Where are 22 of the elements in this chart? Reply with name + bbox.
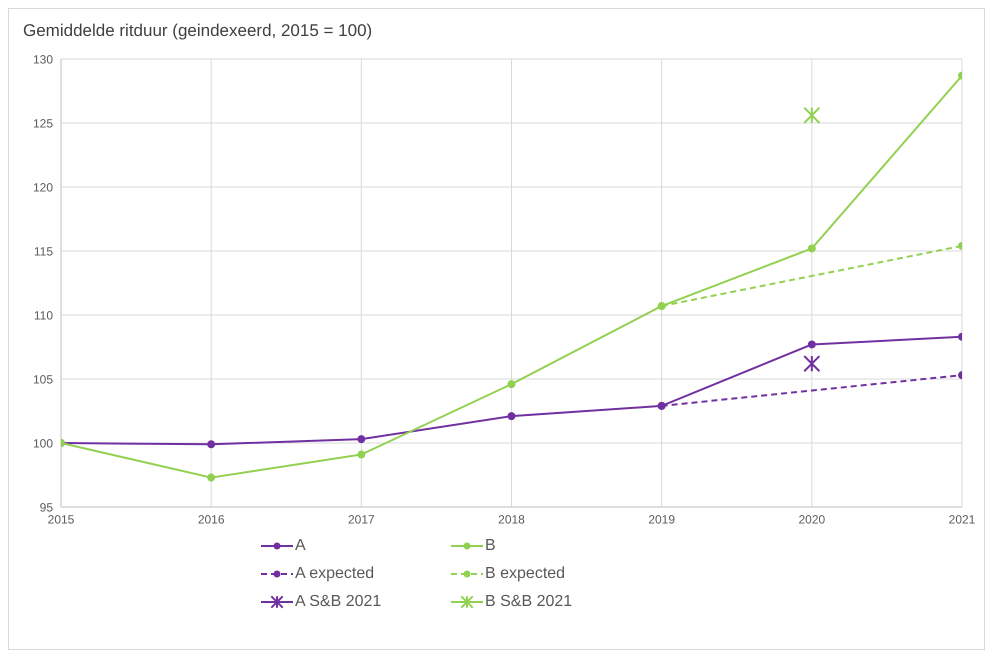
- legend-label: B: [485, 537, 496, 555]
- legend-label: B S&B 2021: [485, 593, 572, 611]
- y-tick-label: 110: [34, 308, 54, 322]
- legend-label: B expected: [485, 565, 566, 583]
- legend-label: A S&B 2021: [295, 593, 382, 611]
- y-tick-label: 105: [32, 372, 54, 386]
- y-tick-label: 115: [34, 244, 54, 258]
- legend-label: A expected: [295, 565, 374, 583]
- x-tick-label: 2018: [498, 512, 526, 527]
- x-tick-label: 2020: [798, 512, 826, 527]
- y-tick-label: 130: [32, 52, 54, 66]
- legend-label: A: [295, 537, 306, 555]
- y-tick-label: 120: [32, 180, 54, 194]
- x-tick-label: 2015: [48, 512, 75, 527]
- y-tick-label: 125: [32, 116, 54, 130]
- x-tick-label: 2019: [648, 512, 676, 527]
- x-tick-label: 2021: [948, 512, 976, 527]
- x-tick-label: 2016: [198, 512, 225, 527]
- chart-title: Gemiddelde ritduur (geindexeerd, 2015 = 100): [23, 21, 372, 41]
- y-tick-label: 95: [40, 500, 54, 514]
- x-tick-label: 2017: [348, 512, 376, 527]
- y-tick-label: 100: [32, 436, 54, 450]
